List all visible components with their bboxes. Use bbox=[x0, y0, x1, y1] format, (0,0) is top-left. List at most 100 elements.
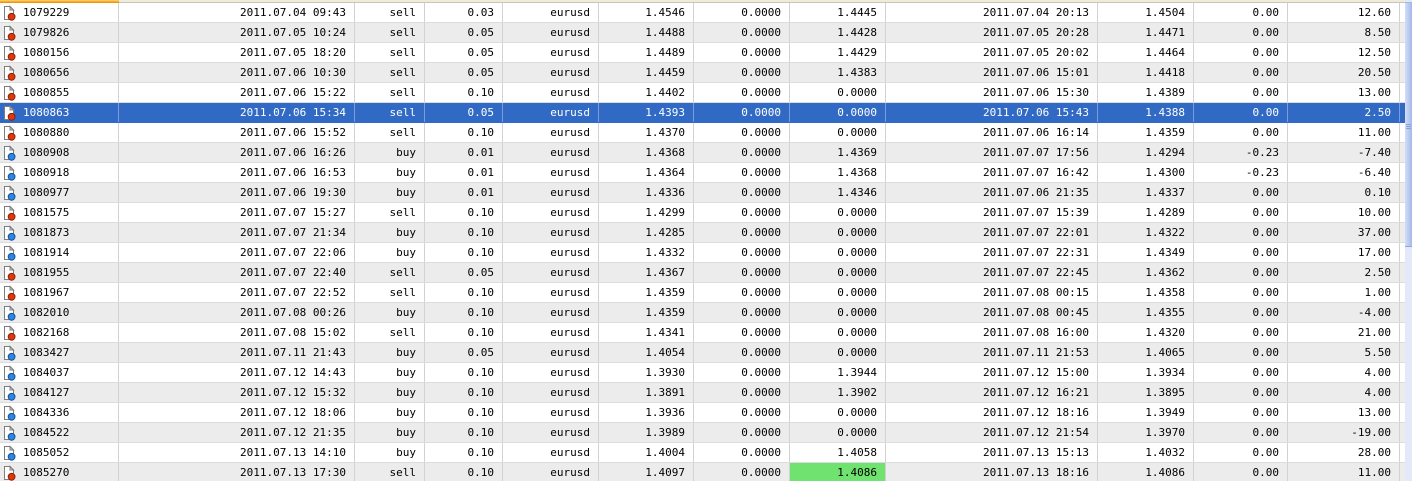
table-row[interactable]: 1080156 2011.07.05 18:20 sell 0.05 eurus… bbox=[0, 43, 1405, 63]
stop-loss-cell: 0.0000 bbox=[694, 223, 790, 242]
ticket-cell: 1080918 bbox=[0, 163, 119, 182]
close-price-cell: 1.3970 bbox=[1098, 423, 1194, 442]
lot-size-cell: 0.03 bbox=[425, 3, 503, 22]
open-time-cell: 2011.07.07 15:27 bbox=[119, 203, 355, 222]
ticket-cell: 1082010 bbox=[0, 303, 119, 322]
take-profit-cell: 0.0000 bbox=[790, 83, 886, 102]
table-row[interactable]: 1079826 2011.07.05 10:24 sell 0.05 eurus… bbox=[0, 23, 1405, 43]
order-document-icon bbox=[2, 184, 16, 201]
close-price-cell: 1.4359 bbox=[1098, 123, 1194, 142]
table-row[interactable]: 1080918 2011.07.06 16:53 buy 0.01 eurusd… bbox=[0, 163, 1405, 183]
table-row[interactable]: 1083427 2011.07.11 21:43 buy 0.05 eurusd… bbox=[0, 343, 1405, 363]
table-row[interactable]: 1080977 2011.07.06 19:30 buy 0.01 eurusd… bbox=[0, 183, 1405, 203]
ticket-cell: 1081955 bbox=[0, 263, 119, 282]
take-profit-cell: 1.3944 bbox=[790, 363, 886, 382]
close-time-cell: 2011.07.07 16:42 bbox=[886, 163, 1098, 182]
vertical-scrollbar[interactable] bbox=[1405, 0, 1412, 481]
table-row[interactable]: 1084127 2011.07.12 15:32 buy 0.10 eurusd… bbox=[0, 383, 1405, 403]
table-row[interactable]: 1080656 2011.07.06 10:30 sell 0.05 eurus… bbox=[0, 63, 1405, 83]
take-profit-cell: 1.4368 bbox=[790, 163, 886, 182]
order-type-cell: buy bbox=[355, 443, 425, 462]
order-type-cell: buy bbox=[355, 423, 425, 442]
column-header-sliver[interactable] bbox=[0, 0, 1405, 3]
lot-size-cell: 0.10 bbox=[425, 243, 503, 262]
table-row[interactable]: 1082168 2011.07.08 15:02 sell 0.10 eurus… bbox=[0, 323, 1405, 343]
table-row[interactable]: 1079229 2011.07.04 09:43 sell 0.03 eurus… bbox=[0, 3, 1405, 23]
profit-cell: 0.10 bbox=[1288, 183, 1400, 202]
lot-size-cell: 0.10 bbox=[425, 363, 503, 382]
open-time-cell: 2011.07.05 10:24 bbox=[119, 23, 355, 42]
ticket-number: 1079229 bbox=[23, 6, 70, 19]
table-row[interactable]: 1080855 2011.07.06 15:22 sell 0.10 eurus… bbox=[0, 83, 1405, 103]
table-row[interactable]: 1081873 2011.07.07 21:34 buy 0.10 eurusd… bbox=[0, 223, 1405, 243]
commission-cell: 0.00 bbox=[1194, 423, 1288, 442]
symbol-cell: eurusd bbox=[503, 403, 599, 422]
table-row[interactable]: 1084336 2011.07.12 18:06 buy 0.10 eurusd… bbox=[0, 403, 1405, 423]
ticket-cell: 1081967 bbox=[0, 283, 119, 302]
stop-loss-cell: 0.0000 bbox=[694, 83, 790, 102]
commission-cell: 0.00 bbox=[1194, 123, 1288, 142]
ticket-cell: 1080880 bbox=[0, 123, 119, 142]
open-price-cell: 1.3936 bbox=[599, 403, 694, 422]
sorted-column-indicator bbox=[0, 0, 119, 3]
lot-size-cell: 0.05 bbox=[425, 263, 503, 282]
symbol-cell: eurusd bbox=[503, 283, 599, 302]
close-price-cell: 1.4320 bbox=[1098, 323, 1194, 342]
close-time-cell: 2011.07.07 22:45 bbox=[886, 263, 1098, 282]
close-time-cell: 2011.07.08 16:00 bbox=[886, 323, 1098, 342]
open-time-cell: 2011.07.13 14:10 bbox=[119, 443, 355, 462]
order-type-cell: sell bbox=[355, 83, 425, 102]
commission-cell: 0.00 bbox=[1194, 43, 1288, 62]
table-row[interactable]: 1081575 2011.07.07 15:27 sell 0.10 eurus… bbox=[0, 203, 1405, 223]
table-row[interactable]: 1081967 2011.07.07 22:52 sell 0.10 eurus… bbox=[0, 283, 1405, 303]
take-profit-cell: 0.0000 bbox=[790, 123, 886, 142]
lot-size-cell: 0.10 bbox=[425, 403, 503, 422]
order-document-icon bbox=[2, 44, 16, 61]
order-document-icon bbox=[2, 4, 16, 21]
table-row[interactable]: 1080908 2011.07.06 16:26 buy 0.01 eurusd… bbox=[0, 143, 1405, 163]
stop-loss-cell: 0.0000 bbox=[694, 163, 790, 182]
order-type-cell: buy bbox=[355, 163, 425, 182]
ticket-cell: 1082168 bbox=[0, 323, 119, 342]
profit-cell: 11.00 bbox=[1288, 463, 1400, 481]
ticket-number: 1081873 bbox=[23, 226, 70, 239]
history-table-body: 1079229 2011.07.04 09:43 sell 0.03 eurus… bbox=[0, 3, 1405, 481]
close-time-cell: 2011.07.06 15:01 bbox=[886, 63, 1098, 82]
open-price-cell: 1.4097 bbox=[599, 463, 694, 481]
table-row[interactable]: 1084522 2011.07.12 21:35 buy 0.10 eurusd… bbox=[0, 423, 1405, 443]
close-time-cell: 2011.07.07 22:31 bbox=[886, 243, 1098, 262]
ticket-cell: 1084127 bbox=[0, 383, 119, 402]
table-row[interactable]: 1081955 2011.07.07 22:40 sell 0.05 eurus… bbox=[0, 263, 1405, 283]
ticket-cell: 1085270 bbox=[0, 463, 119, 481]
symbol-cell: eurusd bbox=[503, 463, 599, 481]
lot-size-cell: 0.05 bbox=[425, 343, 503, 362]
table-row[interactable]: 1081914 2011.07.07 22:06 buy 0.10 eurusd… bbox=[0, 243, 1405, 263]
stop-loss-cell: 0.0000 bbox=[694, 463, 790, 481]
open-price-cell: 1.4299 bbox=[599, 203, 694, 222]
profit-cell: -7.40 bbox=[1288, 143, 1400, 162]
take-profit-cell: 1.4383 bbox=[790, 63, 886, 82]
symbol-cell: eurusd bbox=[503, 183, 599, 202]
order-document-icon bbox=[2, 364, 16, 381]
table-row[interactable]: 1084037 2011.07.12 14:43 buy 0.10 eurusd… bbox=[0, 363, 1405, 383]
ticket-number: 1080656 bbox=[23, 66, 70, 79]
table-row[interactable]: 1080880 2011.07.06 15:52 sell 0.10 eurus… bbox=[0, 123, 1405, 143]
table-row[interactable]: 1082010 2011.07.08 00:26 buy 0.10 eurusd… bbox=[0, 303, 1405, 323]
order-type-cell: buy bbox=[355, 343, 425, 362]
lot-size-cell: 0.10 bbox=[425, 123, 503, 142]
commission-cell: 0.00 bbox=[1194, 203, 1288, 222]
ticket-cell: 1080156 bbox=[0, 43, 119, 62]
table-row[interactable]: 1085270 2011.07.13 17:30 sell 0.10 eurus… bbox=[0, 463, 1405, 481]
scrollbar-thumb[interactable] bbox=[1405, 2, 1412, 247]
table-row[interactable]: 1085052 2011.07.13 14:10 buy 0.10 eurusd… bbox=[0, 443, 1405, 463]
lot-size-cell: 0.05 bbox=[425, 63, 503, 82]
close-time-cell: 2011.07.13 15:13 bbox=[886, 443, 1098, 462]
lot-size-cell: 0.05 bbox=[425, 103, 503, 122]
open-time-cell: 2011.07.07 21:34 bbox=[119, 223, 355, 242]
open-time-cell: 2011.07.06 15:34 bbox=[119, 103, 355, 122]
ticket-cell: 1080855 bbox=[0, 83, 119, 102]
close-time-cell: 2011.07.06 15:43 bbox=[886, 103, 1098, 122]
stop-loss-cell: 0.0000 bbox=[694, 403, 790, 422]
table-row[interactable]: 1080863 2011.07.06 15:34 sell 0.05 eurus… bbox=[0, 103, 1405, 123]
